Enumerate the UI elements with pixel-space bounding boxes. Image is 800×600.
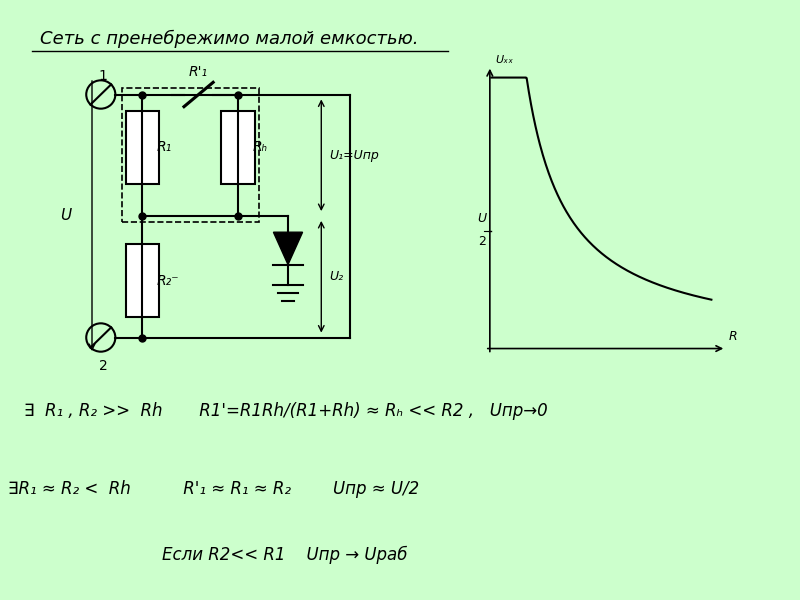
Text: 1: 1 bbox=[98, 70, 107, 83]
Text: Сеть с пренебрежимо малой емкостью.: Сеть с пренебрежимо малой емкостью. bbox=[40, 30, 418, 48]
Polygon shape bbox=[274, 232, 302, 265]
Text: Rₕ: Rₕ bbox=[253, 140, 268, 154]
Text: R₂⁻: R₂⁻ bbox=[157, 274, 179, 288]
Text: U: U bbox=[477, 212, 486, 225]
Text: ∃R₁ ≈ R₂ <  Rh          R'₁ ≈ R₁ ≈ R₂        Uпр ≈ U/2: ∃R₁ ≈ R₂ < Rh R'₁ ≈ R₁ ≈ R₂ Uпр ≈ U/2 bbox=[8, 480, 419, 498]
Bar bbox=[126, 244, 159, 317]
Text: ∃  R₁ , R₂ >>  Rh       R1'=R1Rh/(R1+Rh) ≈ Rₕ << R2 ,   Uпр→0: ∃ R₁ , R₂ >> Rh R1'=R1Rh/(R1+Rh) ≈ Rₕ <<… bbox=[24, 402, 548, 420]
Text: R₁: R₁ bbox=[157, 140, 172, 154]
Text: 2: 2 bbox=[478, 235, 486, 248]
Bar bbox=[126, 110, 159, 184]
Bar bbox=[122, 88, 259, 222]
Text: U: U bbox=[60, 208, 71, 223]
Text: U₂: U₂ bbox=[330, 270, 344, 283]
Text: R: R bbox=[729, 330, 738, 343]
Text: Если R2<< R1    Uпр → Uраб: Если R2<< R1 Uпр → Uраб bbox=[120, 546, 407, 564]
Text: U₁=Uпр: U₁=Uпр bbox=[330, 149, 379, 162]
Text: R'₁: R'₁ bbox=[189, 65, 208, 79]
Text: Uₓₓ: Uₓₓ bbox=[496, 55, 514, 65]
Bar bbox=[222, 110, 254, 184]
Text: 2: 2 bbox=[98, 359, 107, 373]
